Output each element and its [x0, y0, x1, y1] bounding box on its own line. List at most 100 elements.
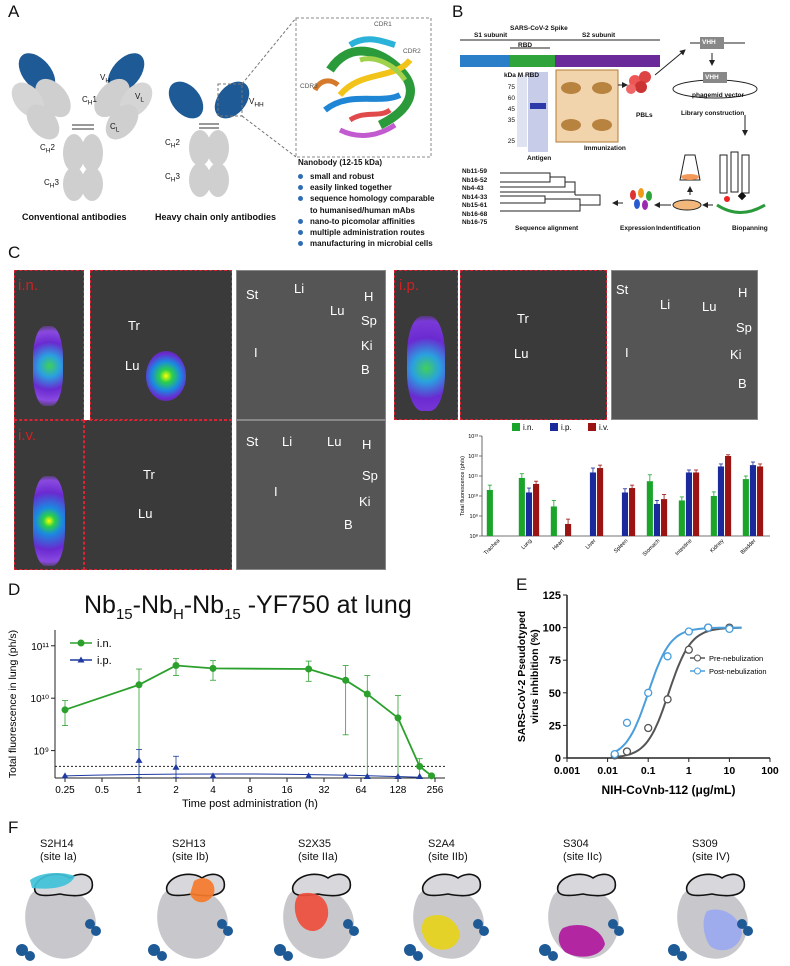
epitope-structure: S2H14 (site Ia) — [0, 838, 125, 962]
bar — [685, 472, 693, 536]
x-tick-label: 0.25 — [55, 785, 75, 796]
glycan-blob — [413, 951, 423, 961]
x-tick-label: 0.1 — [641, 765, 656, 777]
antibody-label: S2X35 (site IIa) — [298, 838, 338, 864]
pre-data-point — [663, 695, 672, 704]
legend-swatch — [588, 423, 596, 431]
epitope-structure: S2H13 (site Ib) — [132, 838, 257, 962]
x-tick-label: 0.5 — [95, 785, 109, 796]
bar — [525, 492, 533, 536]
iv-whole-body-image — [14, 420, 84, 570]
legend-marker — [694, 667, 701, 675]
glycan-blob — [737, 919, 747, 929]
y-axis-label: Total fluorescence (ph/s) — [460, 456, 466, 516]
antibody-label: S309 (site IV) — [692, 838, 730, 864]
clone: Nb14-33 — [462, 193, 488, 201]
spike-title: SARS-CoV-2 Spike — [510, 25, 568, 32]
y-tick-label: 75 — [549, 655, 561, 667]
label-ch3: CH3 — [44, 178, 59, 190]
iv-dissection-image — [84, 420, 232, 570]
epitope-patch — [703, 909, 742, 951]
bar — [518, 477, 525, 536]
epitope-patch — [558, 924, 605, 957]
ip-data-point — [416, 773, 424, 780]
in-data-point — [61, 706, 69, 714]
post-data-point — [704, 623, 713, 632]
label-vh: VH — [100, 73, 111, 85]
identification-label: Indentification — [656, 225, 701, 232]
x-tick-label: 0.001 — [554, 765, 580, 777]
rbd-surface — [539, 873, 624, 961]
in-series-line — [64, 664, 433, 777]
ip-data-point — [305, 772, 313, 779]
nb-feature: multiple administration routes — [296, 227, 434, 238]
ip-whole-body-image — [394, 270, 458, 420]
in-organs-image — [236, 270, 386, 420]
epitope-structures-row: S2H14 (site Ia) S2H13 (site Ib) S2X35 (site I… — [0, 838, 790, 962]
organ-label: Lu — [330, 303, 345, 318]
nb-feature: small and robust — [296, 171, 434, 182]
nb-feature: manufacturing in microbial cells — [296, 238, 434, 249]
y-tick-label: 10¹¹ — [31, 642, 49, 653]
ip-data-point — [172, 763, 180, 770]
chart-d-title: Nb15-NbH-Nb15 -YF750 at lung — [84, 591, 412, 623]
y-tick-label: 0 — [555, 753, 561, 765]
organ-label: Lu — [327, 434, 342, 449]
label-ch1: CH1 — [82, 95, 97, 107]
ip-data-point — [394, 773, 402, 780]
organ-label: Ki — [361, 338, 373, 353]
panel-letter-f: F — [8, 818, 19, 837]
nb-feature: nano-to picomolar affinities — [296, 216, 434, 227]
in-data-point — [209, 664, 217, 672]
heavy-chain-antibody-shape — [168, 17, 297, 197]
x-tick-label: 32 — [318, 785, 330, 796]
x-tick-label: Lung — [521, 538, 534, 551]
x-tick-label: Trachea — [483, 538, 502, 557]
clone: Nb11-59 — [462, 168, 487, 175]
epitope-structure: S2A4 (site IIb) — [388, 838, 513, 962]
sequence-alignment-label: Sequence alignment — [515, 225, 579, 232]
organ-label: Sp — [361, 313, 377, 328]
glycan-blob — [479, 926, 489, 936]
y-tick-label: 10¹⁰ — [468, 493, 479, 500]
ace2-footprint-outline — [291, 873, 352, 897]
glycan-blob — [743, 926, 753, 936]
organ-label: Ki — [730, 347, 742, 362]
in-data-point — [305, 665, 313, 673]
in-data-point — [135, 681, 143, 689]
x-tick-label: 4 — [210, 785, 216, 796]
ip-dissection-image — [460, 270, 607, 420]
epitope-structure: S2X35 (site IIa) — [258, 838, 383, 962]
glycan-blob — [283, 951, 293, 961]
organ-label: Lu — [514, 346, 529, 361]
x-tick-label: Spleen — [613, 538, 629, 554]
phagemid-label: phagemid vector — [692, 92, 745, 99]
ip-data-point — [61, 772, 69, 779]
nanobody-feature-list: small and robust easily linked together … — [296, 171, 434, 249]
bar — [565, 523, 572, 536]
glycan-blob — [274, 944, 286, 956]
clone-list: Nb11-59 Nb16-52 Nb4-43 Nb14-33 Nb15-61 N… — [462, 168, 487, 228]
glycan-blob — [614, 926, 624, 936]
in-data-point — [342, 676, 350, 684]
label-hc-ch2: CH2 — [165, 138, 180, 150]
y-tick-label: 10¹² — [468, 454, 478, 460]
legend-label: i.p. — [561, 423, 572, 432]
y-tick-label: 125 — [543, 590, 561, 602]
antibody-name: S2H13 — [172, 838, 206, 850]
x-tick-label: Kidney — [709, 538, 725, 554]
ace2-footprint-outline — [556, 873, 617, 897]
organ-label: I — [625, 345, 629, 360]
ace2-footprint-outline — [421, 873, 482, 897]
antibody-name: S309 — [692, 838, 718, 850]
organ-label: Sp — [362, 468, 378, 483]
antibody-label: S304 (site IIc) — [563, 838, 602, 864]
x-tick-label: 16 — [281, 785, 293, 796]
organ-label: St — [616, 282, 629, 297]
bar — [550, 506, 557, 536]
epitope-site: (site IIc) — [563, 851, 603, 863]
x-tick-label: 1 — [136, 785, 142, 796]
glycan-blob — [349, 926, 359, 936]
organ-label: H — [364, 289, 374, 304]
organ-label: Li — [282, 434, 293, 449]
